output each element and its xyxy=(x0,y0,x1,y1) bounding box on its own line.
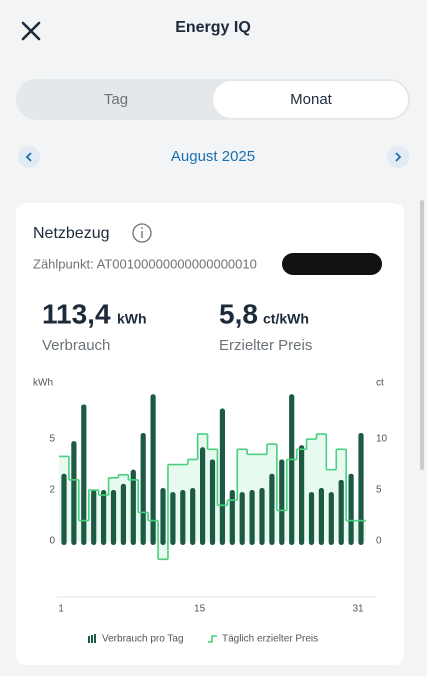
bar xyxy=(91,490,97,545)
bar xyxy=(160,487,166,545)
legend-swatch xyxy=(94,634,96,643)
bar xyxy=(180,490,186,545)
bar xyxy=(101,490,107,545)
stat-value: 5,8 xyxy=(219,298,258,329)
x-tick-label: 31 xyxy=(352,604,364,615)
prev-button[interactable] xyxy=(18,146,40,168)
bar xyxy=(269,473,275,545)
info-icon[interactable] xyxy=(132,223,152,243)
stat-label: Erzielter Preis xyxy=(219,337,312,354)
y2-tick-label: 10 xyxy=(376,434,388,445)
y2-axis-label: ct xyxy=(376,378,384,389)
bar xyxy=(150,394,156,545)
bar xyxy=(190,487,196,545)
bar xyxy=(200,447,206,545)
bar xyxy=(289,394,295,545)
bar xyxy=(318,487,324,545)
x-tick-label: 15 xyxy=(194,604,206,615)
bar xyxy=(338,479,344,545)
close-button[interactable] xyxy=(21,21,41,41)
y2-tick-label: 0 xyxy=(376,536,382,547)
legend-label: Täglich erzielter Preis xyxy=(222,634,318,645)
next-button[interactable] xyxy=(387,146,409,168)
tab[interactable]: Monat xyxy=(290,91,333,108)
legend-icon-step xyxy=(208,635,217,643)
tab[interactable]: Tag xyxy=(104,91,128,108)
bar xyxy=(71,441,77,545)
bar xyxy=(358,432,364,545)
price-area xyxy=(306,439,317,541)
bar xyxy=(279,459,285,545)
y-tick-label: 0 xyxy=(49,536,55,547)
legend-label: Verbrauch pro Tag xyxy=(102,634,184,645)
stat-unit: kWh xyxy=(117,311,147,327)
x-tick-label: 1 xyxy=(58,604,64,615)
redaction xyxy=(282,253,382,275)
scrollbar xyxy=(420,200,424,470)
legend-icon-bars xyxy=(88,634,96,643)
bar xyxy=(348,473,354,545)
card-title: Netzbezug xyxy=(33,225,110,242)
header-title: Energy IQ xyxy=(175,19,251,36)
meter-id: Zählpunkt: AT00100000000000000010 xyxy=(33,256,257,271)
y-tick-label: 2 xyxy=(49,485,55,496)
chart: kWh ct 0 2 5 0 5 10 1 15 31 Verbrauch pro Tag Täglic… xyxy=(33,378,388,645)
bar xyxy=(209,459,216,545)
bar xyxy=(219,408,225,545)
stat-unit: ct/kWh xyxy=(263,311,309,327)
stat-value: 113,4 xyxy=(42,298,111,329)
period: August 2025 xyxy=(171,148,255,165)
y-tick-label: 5 xyxy=(49,434,55,445)
legend-swatch xyxy=(88,636,90,643)
legend-swatch xyxy=(91,635,93,643)
bar xyxy=(170,492,176,545)
bar xyxy=(120,483,126,545)
y2-tick-label: 5 xyxy=(376,485,382,496)
bar xyxy=(239,492,245,545)
bar xyxy=(229,490,235,545)
bar xyxy=(110,490,117,545)
bar xyxy=(140,432,146,545)
price-area xyxy=(158,540,168,560)
bar xyxy=(61,473,67,545)
price-area xyxy=(316,433,327,541)
card xyxy=(16,203,404,665)
bar xyxy=(299,445,305,545)
y-axis-label: kWh xyxy=(33,378,53,389)
bar xyxy=(259,487,265,545)
tab-selected-bg xyxy=(213,81,408,118)
bar xyxy=(308,492,315,545)
bar xyxy=(130,469,136,545)
bar xyxy=(328,492,334,545)
stat-label: Verbrauch xyxy=(42,337,110,354)
bar xyxy=(81,404,87,545)
bar xyxy=(249,490,255,545)
